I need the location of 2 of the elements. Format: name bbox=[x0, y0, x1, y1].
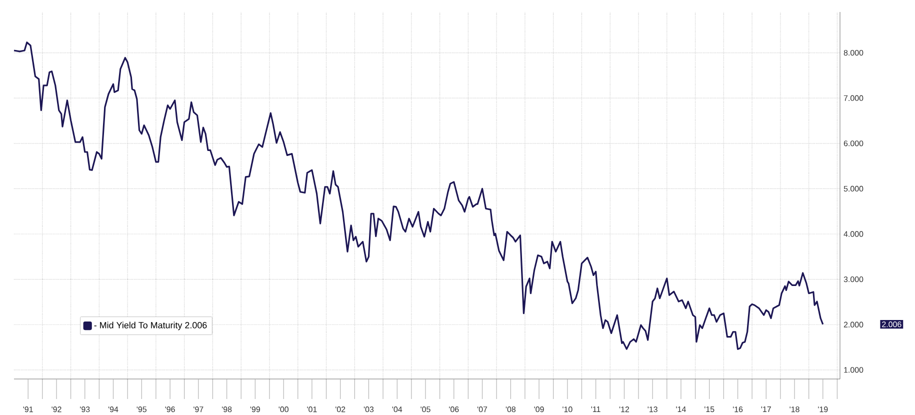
line-series bbox=[13, 41, 824, 350]
legend-label: - Mid Yield To Maturity 2.006 bbox=[94, 322, 207, 330]
